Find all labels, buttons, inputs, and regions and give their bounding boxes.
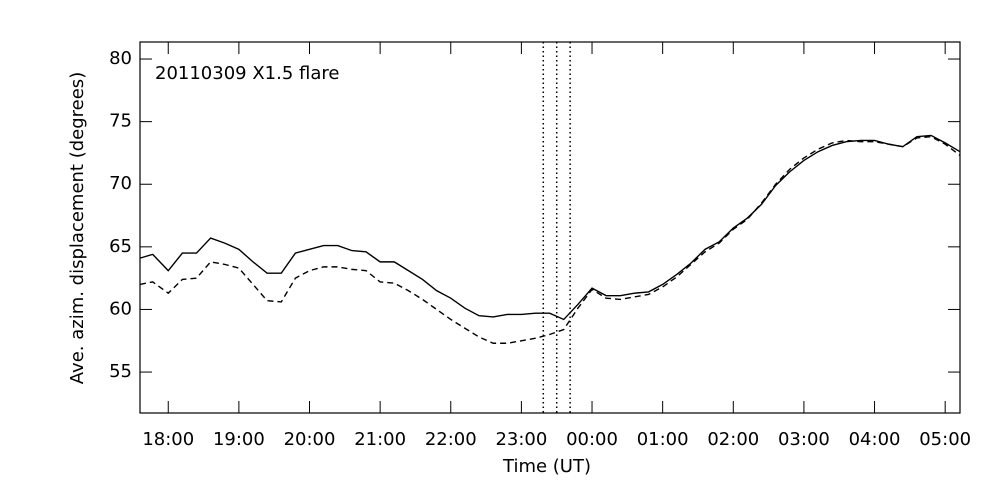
y-tick-label: 70 (109, 173, 132, 194)
x-tick-label: 22:00 (425, 429, 477, 450)
x-axis-label: Time (UT) (502, 456, 591, 477)
x-tick-label: 20:00 (284, 429, 336, 450)
x-tick-label: 23:00 (495, 429, 547, 450)
plot-frame (139, 41, 961, 414)
series-line (139, 134, 961, 321)
x-tick-label: 18:00 (142, 429, 194, 450)
x-tick-label: 05:00 (919, 429, 971, 450)
x-tick-label: 21:00 (354, 429, 406, 450)
y-axis-label: Ave. azim. displacement (degrees) (67, 72, 88, 384)
annotation: 20110309 X1.5 flare (155, 63, 339, 84)
series-line (139, 135, 961, 344)
x-tick-label: 02:00 (707, 429, 759, 450)
x-tick-label: 01:00 (637, 429, 689, 450)
y-tick-label: 65 (109, 236, 132, 257)
y-tick-label: 80 (109, 48, 132, 69)
x-tick-label: 00:00 (566, 429, 618, 450)
y-tick-label: 60 (109, 298, 132, 319)
x-tick-label: 03:00 (778, 429, 830, 450)
y-tick-label: 75 (109, 111, 132, 132)
x-tick-label: 04:00 (849, 429, 901, 450)
x-tick-label: 19:00 (213, 429, 265, 450)
y-tick-label: 55 (109, 361, 132, 382)
